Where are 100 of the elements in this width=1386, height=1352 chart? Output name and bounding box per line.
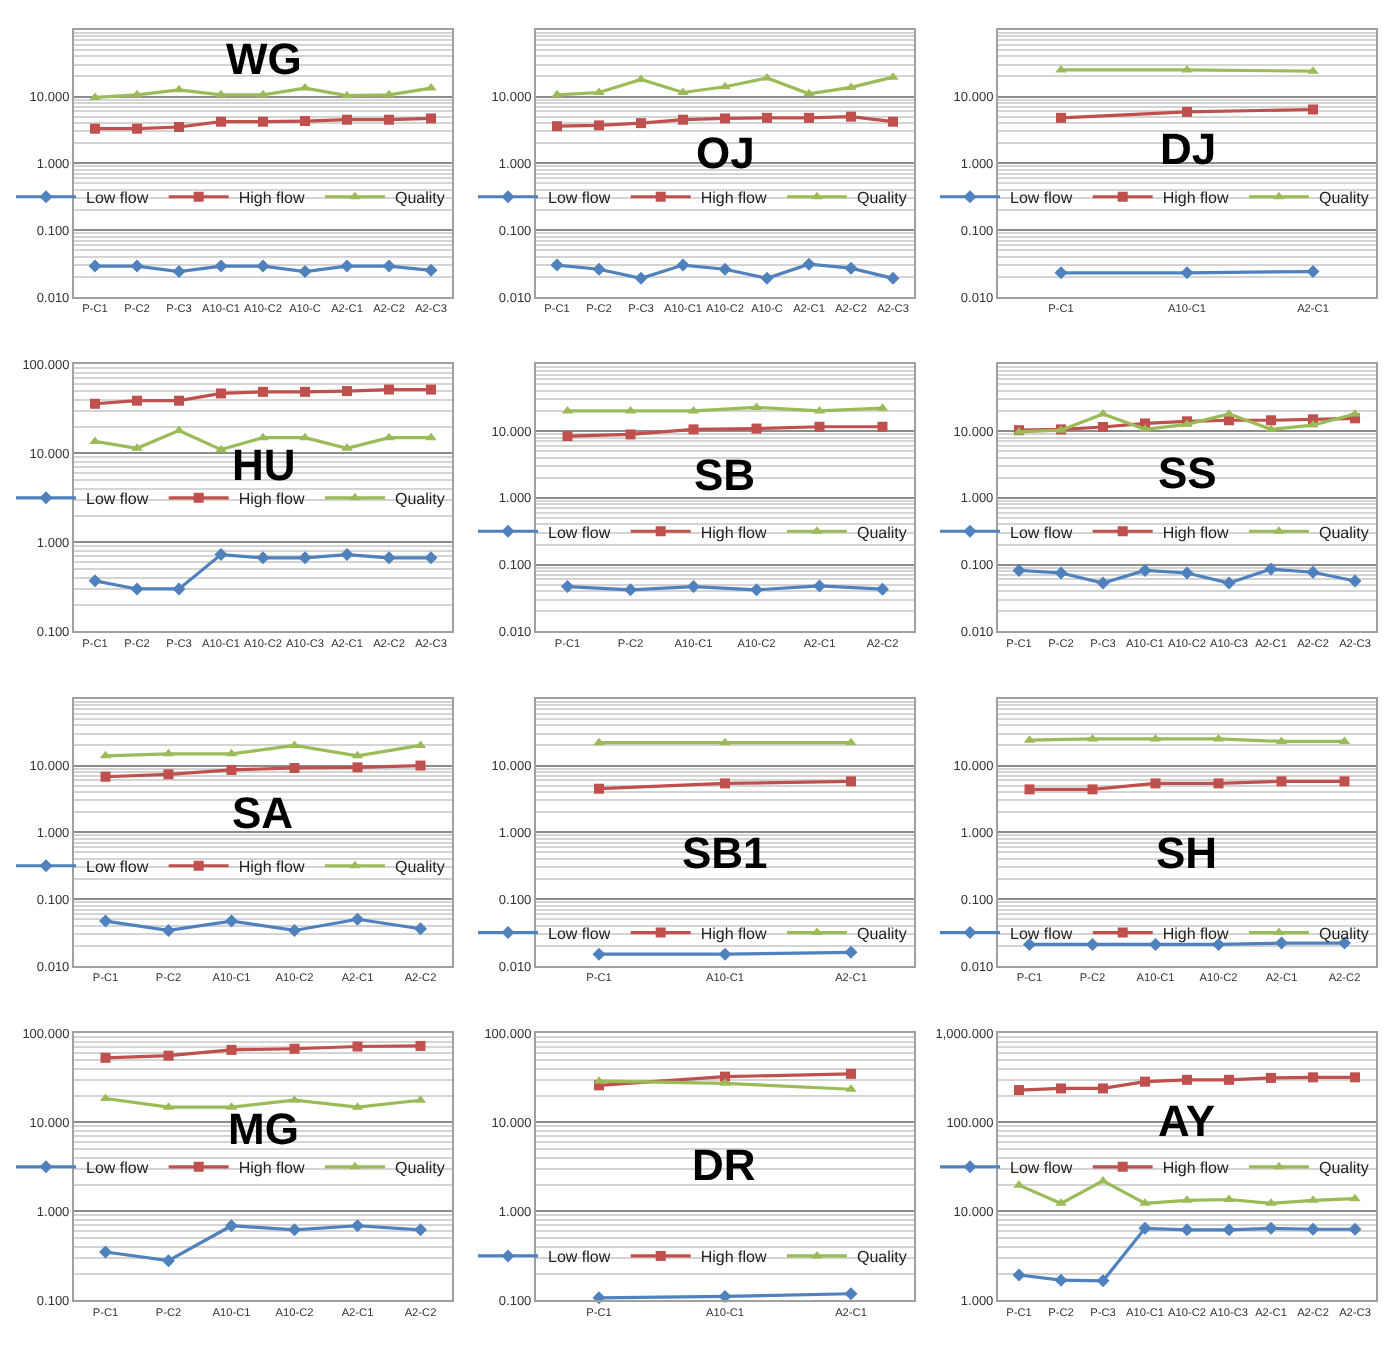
point — [426, 384, 436, 395]
point — [1306, 565, 1320, 579]
text: SB1 — [682, 828, 768, 878]
point — [298, 265, 312, 279]
point — [1140, 1076, 1150, 1087]
point — [687, 580, 700, 594]
point — [289, 1043, 300, 1054]
point — [163, 1050, 174, 1061]
legend-label: Quality — [856, 1248, 907, 1267]
legend-label: High flow — [1162, 523, 1229, 542]
point — [384, 114, 394, 125]
text: DJ — [1160, 124, 1217, 174]
point — [1224, 1074, 1234, 1085]
legend-label: High flow — [1162, 1159, 1229, 1178]
point — [414, 1223, 427, 1237]
legend-label: High flow — [700, 924, 767, 943]
point — [1180, 566, 1194, 580]
point — [1012, 1268, 1026, 1282]
legend-label: Quality — [856, 523, 907, 542]
point — [172, 265, 186, 279]
point — [720, 1071, 730, 1082]
point — [804, 112, 814, 123]
point — [718, 262, 732, 276]
point — [226, 1044, 237, 1055]
legend-label: Quality — [394, 857, 445, 876]
point — [351, 912, 364, 926]
point — [803, 88, 815, 97]
point — [288, 1223, 301, 1237]
point — [1213, 778, 1224, 789]
point — [256, 551, 270, 565]
point — [552, 121, 562, 132]
legend-label: Quality — [394, 1159, 445, 1178]
point — [1056, 112, 1066, 123]
point — [1350, 1072, 1360, 1083]
point — [593, 737, 605, 746]
point — [1138, 1221, 1152, 1235]
text: SH — [1156, 828, 1218, 878]
point — [88, 574, 102, 588]
point — [718, 1289, 732, 1303]
point — [298, 551, 312, 565]
point — [99, 1245, 112, 1259]
point — [162, 923, 175, 937]
point — [1087, 784, 1098, 795]
point — [720, 778, 730, 789]
point — [625, 429, 636, 440]
point — [1266, 1072, 1276, 1083]
legend-label: Quality — [1318, 188, 1369, 207]
point — [256, 259, 270, 273]
point — [1348, 1222, 1362, 1236]
legend-label: High flow — [238, 188, 305, 207]
point — [592, 262, 606, 276]
point — [1138, 563, 1152, 577]
legend-label: High flow — [238, 1159, 305, 1178]
point — [1096, 1274, 1110, 1288]
point — [719, 81, 731, 90]
chart-title: WG — [226, 34, 302, 84]
point — [226, 764, 237, 775]
point — [424, 551, 438, 565]
point — [100, 771, 111, 782]
text: SB — [694, 450, 756, 500]
point — [814, 421, 825, 432]
point — [1054, 566, 1068, 580]
point — [1266, 415, 1276, 426]
point — [258, 116, 268, 127]
point — [90, 398, 100, 409]
point — [1306, 1222, 1320, 1236]
point — [1182, 106, 1192, 117]
point — [382, 259, 396, 273]
point — [1276, 776, 1287, 787]
legend-label: Low flow — [86, 1159, 149, 1178]
legend-label: High flow — [238, 857, 305, 876]
point — [130, 259, 144, 273]
point — [1180, 1223, 1194, 1237]
legend-label: Low flow — [86, 857, 149, 876]
point — [846, 1068, 856, 1079]
point — [750, 583, 763, 597]
point — [1222, 576, 1236, 590]
point — [225, 1219, 238, 1233]
legend-label: Low flow — [548, 523, 611, 542]
legend-label: Low flow — [548, 924, 611, 943]
point — [562, 431, 573, 442]
point — [1264, 1221, 1278, 1235]
legend-label: Low flow — [86, 490, 149, 509]
legend-label: High flow — [700, 523, 767, 542]
point — [214, 259, 228, 273]
point — [592, 947, 606, 961]
point — [624, 583, 637, 597]
point — [225, 914, 238, 928]
point — [342, 386, 352, 397]
text: AY — [1158, 1096, 1216, 1146]
point — [1054, 1273, 1068, 1287]
point — [678, 114, 688, 125]
point — [163, 769, 174, 780]
legend-label: Quality — [394, 490, 445, 509]
point — [634, 271, 648, 285]
point — [1180, 266, 1194, 280]
point — [1086, 937, 1099, 951]
point — [1096, 576, 1110, 590]
legend-label: Quality — [856, 188, 907, 207]
point — [1264, 562, 1278, 576]
